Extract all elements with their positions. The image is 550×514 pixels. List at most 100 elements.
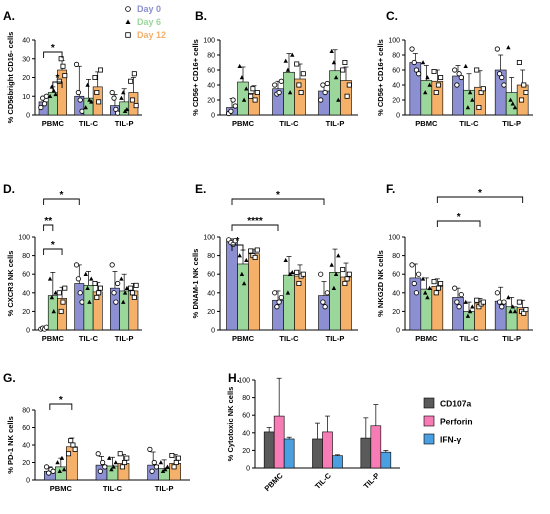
data-point — [510, 304, 515, 309]
bar — [226, 241, 238, 331]
legend-label: Perforin — [440, 417, 473, 427]
data-point — [96, 290, 102, 296]
y-tick-label: 0 — [26, 478, 30, 485]
bar — [332, 455, 343, 469]
data-point — [467, 309, 473, 314]
chart-panel-7: G. 0 20 40 60 80 % PD-1 NK cells PBMC TIL-C TIL-P… — [3, 371, 190, 493]
data-point — [85, 285, 90, 290]
y-tick-label: 40 — [22, 38, 30, 45]
data-point — [287, 90, 293, 95]
legend-marker — [125, 32, 131, 38]
data-point — [79, 299, 85, 305]
x-tick-label: TIL-C — [279, 334, 299, 343]
data-point — [228, 108, 234, 114]
bar — [380, 451, 392, 469]
data-point — [175, 455, 181, 461]
data-point — [97, 285, 103, 291]
bar — [322, 431, 333, 469]
data-point — [119, 276, 124, 281]
data-point — [77, 97, 83, 103]
data-point — [272, 290, 278, 296]
data-point — [340, 67, 346, 73]
data-point — [55, 460, 60, 465]
data-point — [100, 459, 106, 466]
data-point — [283, 257, 288, 263]
y-tick-label: 60 — [22, 425, 30, 432]
data-point — [128, 285, 134, 291]
y-axis-title: % DNAM-1 NK cells — [191, 249, 200, 319]
x-tick-label: TIL-C — [103, 484, 123, 493]
data-point — [51, 309, 56, 314]
data-point — [512, 105, 518, 110]
x-tick-label: TIL-C — [79, 334, 99, 343]
y-tick-label: 0 — [26, 113, 30, 120]
data-point — [239, 75, 245, 80]
y-tick-label: 80 — [22, 408, 30, 415]
data-point — [38, 104, 44, 111]
y-tick-label: 20 — [22, 309, 30, 316]
data-point — [254, 247, 260, 253]
data-point — [506, 45, 511, 50]
data-point — [59, 455, 65, 460]
y-tick-label: 100 — [203, 38, 215, 45]
y-tick-label: 0 — [211, 328, 215, 335]
data-point — [296, 280, 302, 286]
x-tick-label: TIL-P — [155, 484, 174, 493]
data-point — [83, 271, 88, 276]
data-point — [109, 89, 115, 96]
bar — [237, 81, 249, 116]
data-point — [320, 299, 326, 305]
significance-bracket — [43, 248, 63, 255]
data-point — [237, 253, 242, 258]
x-tick-label: TIL-P — [362, 471, 382, 491]
data-point — [512, 309, 518, 314]
data-point — [87, 97, 92, 102]
data-point — [107, 455, 112, 460]
data-point — [416, 271, 422, 277]
data-point — [61, 467, 67, 472]
data-point — [342, 60, 348, 66]
y-tick-label: 60 — [392, 68, 400, 75]
y-tick-label: 80 — [392, 253, 400, 260]
data-point — [298, 90, 304, 96]
data-point — [342, 280, 348, 286]
panel-label: D. — [3, 182, 15, 196]
y-axis-title: % Cytotoxic NK cells — [226, 387, 235, 462]
data-point — [60, 299, 66, 305]
data-point — [508, 97, 513, 102]
data-point — [97, 67, 103, 73]
data-point — [158, 460, 164, 465]
x-tick-label: PBMC — [232, 119, 255, 128]
y-tick-label: 100 — [203, 235, 215, 242]
y-tick-label: 20 — [242, 448, 250, 455]
data-point — [62, 73, 68, 79]
data-point — [232, 103, 238, 109]
data-point — [322, 89, 328, 96]
data-point — [51, 88, 56, 93]
bar — [312, 438, 323, 469]
data-point — [274, 304, 280, 310]
data-point — [232, 238, 238, 244]
data-point — [115, 280, 121, 287]
y-tick-label: 80 — [242, 395, 250, 402]
data-point — [435, 82, 441, 88]
x-tick-label: PBMC — [415, 119, 438, 128]
significance-bracket — [436, 220, 481, 227]
data-point — [290, 269, 295, 275]
legend-label: Day 12 — [137, 30, 166, 40]
legend-label: Day 0 — [137, 4, 161, 14]
bar — [237, 263, 249, 331]
data-point — [470, 97, 475, 102]
bar — [420, 288, 433, 331]
x-tick-label: PBMC — [50, 484, 73, 493]
data-point — [124, 106, 130, 112]
data-point — [423, 290, 428, 295]
data-point — [458, 74, 464, 81]
data-point — [241, 97, 247, 102]
bar — [452, 75, 464, 116]
data-point — [322, 304, 328, 310]
data-point — [290, 52, 295, 57]
chart-panel-1: A. 0 10 20 30 40 % CD56bright CD16- cells PBMC T… — [3, 9, 142, 128]
legend-days: Day 0 Day 6 Day 12 — [125, 4, 166, 40]
data-point — [75, 276, 81, 282]
